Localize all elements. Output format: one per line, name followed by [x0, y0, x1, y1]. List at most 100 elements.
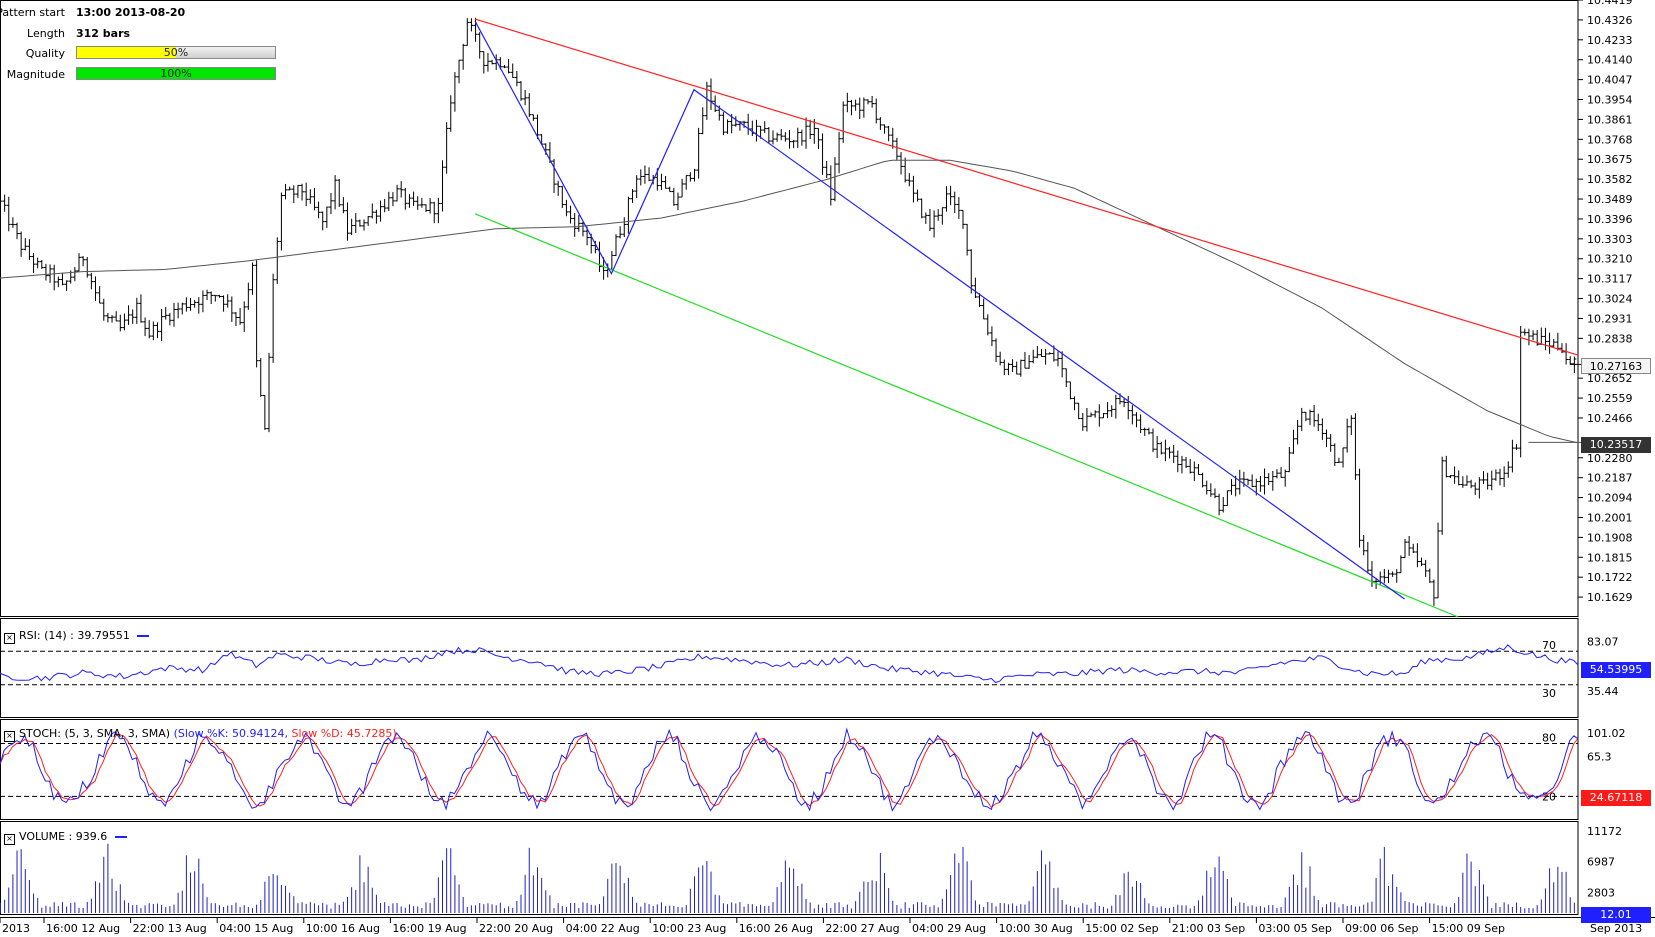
price-tick-label: 10.3582: [1587, 173, 1633, 186]
stoch-level-20-label: 20: [1542, 790, 1556, 803]
quality-bar-fill: [77, 47, 176, 58]
time-tick-label: 04:00 22 Aug: [566, 922, 640, 935]
volume-close-icon[interactable]: ×: [4, 834, 15, 845]
magnitude-bar: 100%: [76, 67, 276, 80]
time-tick-label: 2013: [2, 922, 30, 935]
panel-frame-0: [0, 0, 1579, 617]
time-tick-label: 16:00 12 Aug: [46, 922, 120, 935]
volume-legend-swatch: [114, 836, 127, 838]
magnitude-label: Magnitude: [6, 68, 65, 81]
price-tick-label: 10.2931: [1587, 312, 1633, 325]
length-value: 312 bars: [76, 27, 131, 40]
time-tick-label: 10:00 23 Aug: [652, 922, 726, 935]
length-label: Length: [27, 27, 65, 40]
quality-value: 50%: [163, 46, 189, 59]
volume-tick-label: 6987: [1587, 856, 1615, 869]
rsi-level-30-label: 30: [1542, 687, 1556, 700]
stoch-label-prefix: STOCH: (5, 3, SMA, 3, SMA): [19, 727, 174, 740]
rsi-value-tag: 54.53995: [1581, 662, 1651, 678]
support-trendline: [474, 213, 1459, 618]
price-tick-label: 10.4140: [1587, 54, 1633, 67]
price-tick-label: 10.1629: [1587, 591, 1633, 604]
stoch-k-label: (Slow %K: 50.94124,: [173, 727, 288, 740]
time-tick-label: 10:00 30 Aug: [999, 922, 1073, 935]
price-tick-label: 10.4326: [1587, 14, 1633, 27]
time-tick-label: 22:00 20 Aug: [479, 922, 553, 935]
magnitude-bar-fill: [77, 68, 275, 79]
time-tick-label: 10:00 16 Aug: [306, 922, 380, 935]
time-tick-label: 15:00 09 Sep: [1432, 922, 1505, 935]
price-tick-label: 10.3954: [1587, 94, 1633, 107]
price-tick-label: 10.3489: [1587, 193, 1633, 206]
volume-tick-label: 11172: [1587, 825, 1622, 838]
pattern-info-panel: Pattern start 13:00 2013-08-20 Length 31…: [0, 0, 300, 90]
rsi-close-icon[interactable]: ×: [4, 633, 15, 644]
price-tick-label: 10.2466: [1587, 412, 1633, 425]
stoch-d-label: Slow %D: 45.7285): [291, 727, 397, 740]
panel-frame-2: [0, 719, 1579, 820]
panel-frame-3: [0, 821, 1579, 915]
quality-label: Quality: [25, 47, 65, 60]
stoch-d-line: [0, 733, 1579, 809]
time-tick-label: 16:00 26 Aug: [739, 922, 813, 935]
price-tick-label: 10.4419: [1587, 0, 1633, 7]
rsi-legend-swatch: [137, 635, 150, 637]
rsi-label: × RSI: (14) : 39.79551: [4, 629, 150, 644]
pattern-start-value: 13:00 2013-08-20: [76, 6, 186, 19]
volume-bars: [0, 843, 1575, 913]
price-tick-label: 10.3024: [1587, 293, 1633, 306]
price-tick-label: 10.4233: [1587, 34, 1633, 47]
time-tick-label: 09:00 06 Sep: [1345, 922, 1418, 935]
moving-average-tag: 10.23517: [1581, 437, 1651, 453]
price-tick-label: 10.1722: [1587, 571, 1633, 584]
pattern-start-label: Pattern start: [0, 6, 65, 19]
moving-average-line: [0, 159, 1579, 444]
resistance-trendline: [474, 18, 1579, 356]
quality-bar: 50%: [76, 46, 276, 59]
volume-label-text: VOLUME : 939.6: [19, 830, 108, 843]
price-tick-label: 10.2559: [1587, 392, 1633, 405]
pattern-zigzag-line: [474, 20, 1405, 600]
ohlc-bars: [0, 17, 1577, 606]
stoch-close-icon[interactable]: ×: [4, 731, 15, 742]
rsi-line: [0, 644, 1579, 684]
volume-tick-label: 2803: [1587, 886, 1615, 899]
volume-label: × VOLUME : 939.6: [4, 830, 127, 845]
price-tick-label: 10.2838: [1587, 332, 1633, 345]
volume-value-tag: 12.01: [1581, 907, 1651, 923]
current-price-tag: 10.27163: [1581, 358, 1651, 374]
rsi-level-70-label: 70: [1542, 639, 1556, 652]
price-tick-label: 10.1815: [1587, 551, 1633, 564]
rsi-tick-label: 83.07: [1587, 635, 1619, 648]
price-tick-label: 10.3861: [1587, 113, 1633, 126]
price-tick-label: 10.3396: [1587, 213, 1633, 226]
time-tick-label: 16:00 19 Aug: [392, 922, 466, 935]
time-tick-label: 03:00 05 Sep: [1258, 922, 1331, 935]
magnitude-value: 100%: [160, 67, 192, 80]
price-tick-label: 10.2280: [1587, 452, 1633, 465]
price-tick-label: 10.2001: [1587, 511, 1633, 524]
price-tick-label: 10.2652: [1587, 372, 1633, 385]
price-tick-label: 10.1908: [1587, 531, 1633, 544]
stoch-k-line: [0, 727, 1579, 812]
price-tick-label: 10.3210: [1587, 253, 1633, 266]
time-tick-label: 22:00 27 Aug: [825, 922, 899, 935]
stoch-tick-label: 65.3: [1587, 750, 1612, 763]
price-tick-label: 10.4047: [1587, 74, 1633, 87]
price-tick-label: 10.3768: [1587, 133, 1633, 146]
price-tick-label: 10.3303: [1587, 233, 1633, 246]
time-tick-label: 22:00 13 Aug: [133, 922, 207, 935]
price-tick-label: 10.2187: [1587, 472, 1633, 485]
rsi-label-text: RSI: (14) : 39.79551: [19, 629, 130, 642]
price-tick-label: 10.2094: [1587, 492, 1633, 505]
stoch-tick-label: 101.02: [1587, 727, 1626, 740]
time-tick-label: 04:00 15 Aug: [219, 922, 293, 935]
stoch-value-tag: 24.67118: [1581, 790, 1651, 806]
time-tick-label: 15:00 02 Sep: [1085, 922, 1158, 935]
stoch-label: × STOCH: (5, 3, SMA, 3, SMA) (Slow %K: 50…: [4, 727, 397, 742]
time-tick-label: 04:00 29 Aug: [912, 922, 986, 935]
price-tick-label: 10.3675: [1587, 153, 1633, 166]
rsi-tick-label: 35.44: [1587, 685, 1619, 698]
panel-frame-1: [0, 618, 1579, 718]
time-tick-label: Sep 2013: [1590, 922, 1642, 935]
